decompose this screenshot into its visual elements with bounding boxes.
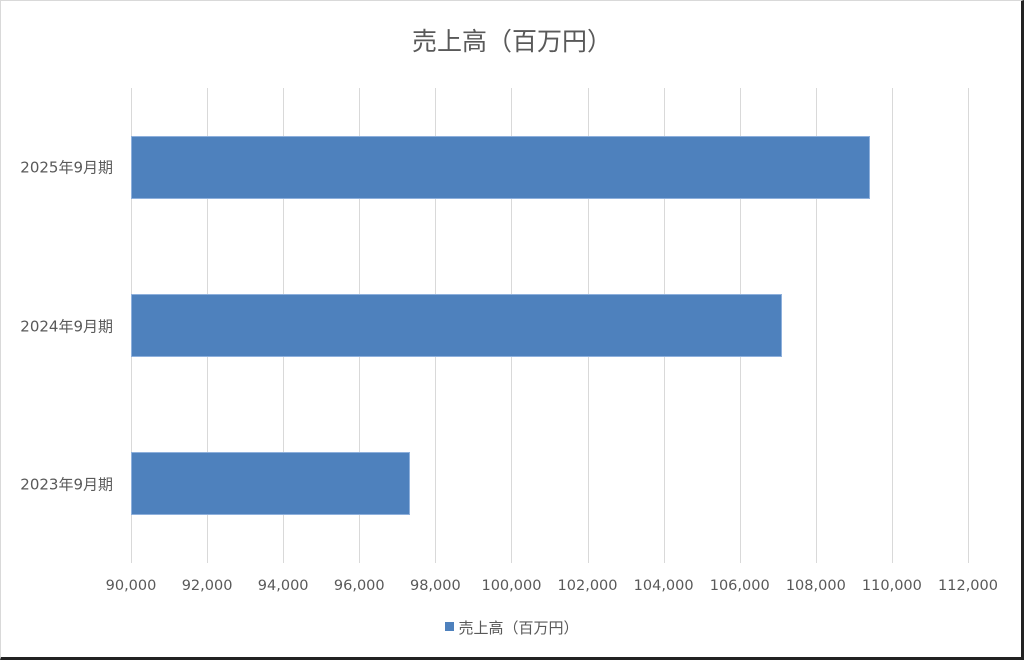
x-tick-label: 100,000: [481, 578, 542, 594]
plot-area: [131, 88, 969, 563]
bar[interactable]: [131, 452, 410, 516]
bar[interactable]: [131, 294, 782, 357]
gridline: [815, 88, 817, 563]
x-tick-label: 90,000: [105, 578, 157, 594]
x-tick-label: 96,000: [333, 578, 385, 594]
x-tick-label: 110,000: [861, 578, 922, 594]
gridline: [968, 88, 969, 563]
bar[interactable]: [131, 135, 870, 199]
x-tick-label: 98,000: [409, 578, 461, 594]
x-tick-label: 102,000: [557, 578, 618, 594]
x-tick-label: 92,000: [181, 578, 233, 594]
legend-swatch-icon: [445, 622, 455, 631]
legend-label: 売上高（百万円）: [458, 619, 579, 637]
x-tick-label: 94,000: [257, 578, 309, 594]
gridline: [891, 88, 893, 563]
x-tick-label: 112,000: [938, 578, 998, 594]
legend: 売上高（百万円）: [0, 617, 1024, 638]
x-tick-label: 106,000: [709, 578, 770, 594]
y-category-label: 2025年9月期: [20, 158, 113, 177]
y-category-label: 2023年9月期: [20, 475, 113, 494]
x-tick-label: 108,000: [785, 578, 846, 594]
x-tick-label: 104,000: [633, 578, 694, 594]
chart-title: 売上高（百万円）: [411, 27, 612, 56]
y-category-label: 2024年9月期: [20, 317, 113, 335]
